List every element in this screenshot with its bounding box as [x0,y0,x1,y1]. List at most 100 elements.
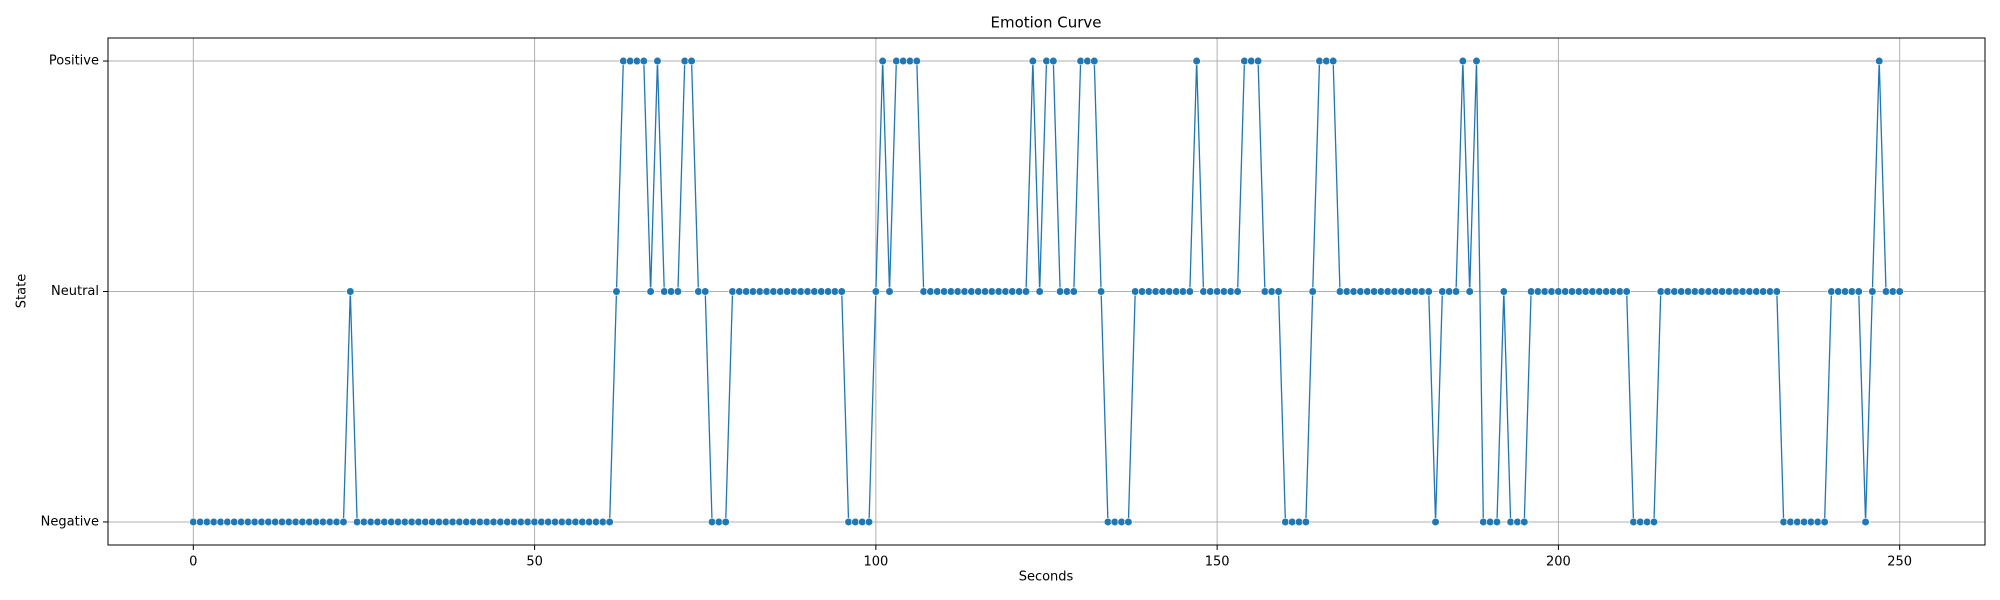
data-point [257,517,266,527]
data-point [871,287,880,296]
y-tick-label: Neutral [51,284,99,299]
data-point [230,517,239,527]
data-point [892,56,901,66]
data-point [1479,517,1488,527]
data-point [530,517,539,527]
data-point [591,517,601,527]
data-point [1308,287,1317,296]
data-point [339,517,348,527]
data-point [1219,287,1229,296]
data-point [1847,287,1857,296]
y-tick-label: Negative [41,514,99,529]
data-point [980,287,990,296]
data-point [441,517,450,527]
data-point [1724,287,1734,296]
data-point [1718,287,1727,296]
data-point [216,517,225,527]
data-point [1001,287,1010,296]
data-point [236,517,246,527]
x-axis-label: Seconds [1019,570,1074,585]
data-point [1793,517,1802,527]
data-point [1629,517,1638,527]
data-point [455,517,464,527]
data-point [223,517,232,527]
data-point [714,517,723,527]
data-point [271,517,280,527]
data-point [769,287,778,296]
data-point [1397,287,1406,296]
data-point [1704,287,1713,296]
data-point [475,517,485,527]
x-tick-label: 100 [863,555,888,570]
data-point [305,517,314,527]
data-point [830,287,840,296]
data-point [1567,287,1577,296]
data-point [626,56,635,66]
data-point [1800,517,1809,527]
data-point [434,517,444,527]
data-point [1738,287,1747,296]
data-point [701,287,710,296]
data-point [632,56,642,66]
data-point [612,287,621,296]
data-point [960,287,969,296]
data-point [1410,287,1420,296]
data-point [598,517,607,527]
data-point [789,287,799,296]
data-point [1622,287,1631,296]
data-point [1124,517,1133,527]
chart-title: Emotion Curve [990,14,1101,32]
data-point [864,517,874,527]
data-point [1458,56,1467,66]
data-point [1213,287,1222,296]
data-point [1226,287,1235,296]
data-point [359,517,369,527]
data-point [1417,287,1426,296]
data-point [1144,287,1153,296]
data-point [1527,287,1536,296]
y-tick-label: Positive [49,54,99,69]
data-point [1301,517,1310,527]
data-point [298,517,307,527]
data-point [1745,287,1754,296]
data-point [762,287,771,296]
data-point [940,287,949,296]
data-point [639,56,648,66]
data-point [1165,287,1174,296]
data-point [318,517,328,527]
data-point [1499,287,1508,296]
data-point [414,517,423,527]
data-point [967,287,976,296]
data-point [1759,287,1768,296]
data-point [1322,56,1331,66]
data-point [735,287,744,296]
data-point [516,517,526,527]
data-point [926,287,935,296]
data-point [1042,56,1051,66]
data-point [1677,287,1686,296]
data-point [646,287,655,296]
data-point [653,56,662,66]
data-point [953,287,962,296]
x-tick-label: 150 [1205,555,1230,570]
data-point [373,517,382,527]
data-point [1561,287,1570,296]
data-point [1752,287,1761,296]
data-point [742,287,751,296]
data-point [284,517,293,527]
data-point [1049,56,1058,66]
data-point [899,56,908,66]
data-point [1185,287,1194,296]
data-point [250,517,259,527]
plot-area: 0 50 100 150 200 250 Negative Neutral Positive [41,38,1985,570]
data-point [1779,517,1788,527]
data-point [1178,287,1188,296]
data-point [1840,287,1850,296]
data-point [1533,287,1543,296]
data-point [1765,287,1775,296]
data-point [1608,287,1618,296]
data-point [721,517,730,527]
data-point [1492,517,1502,527]
data-point [578,517,587,527]
data-point [885,287,894,296]
